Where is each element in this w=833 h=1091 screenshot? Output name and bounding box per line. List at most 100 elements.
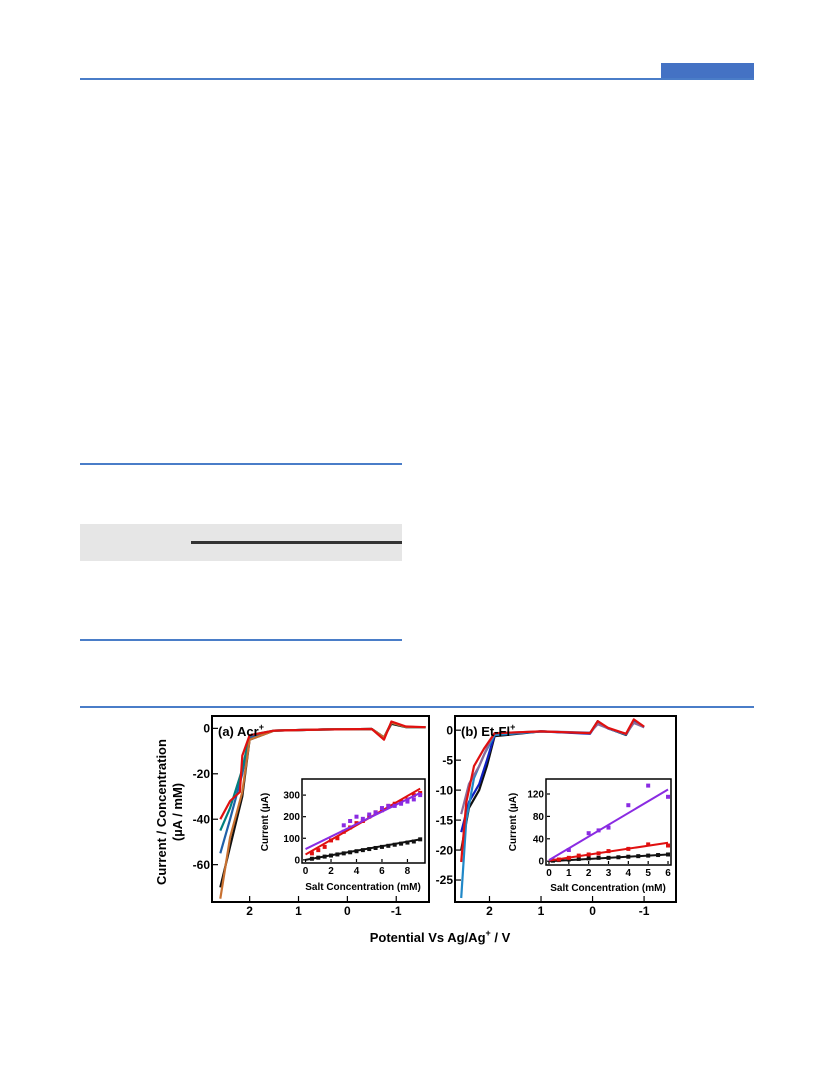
panel-b-inset-series-0-point [626,854,631,859]
panel-a-inset-series-2-point [411,797,416,802]
panel-a-inset-xtick-label: 6 [379,866,385,877]
panel-a-inset-series-1-point [341,829,346,834]
panel-b-inset-series-2-point [606,825,611,830]
panel-b-inset-series-1-point [596,851,601,856]
panel-a-inset-ytick-label: 200 [283,812,300,823]
panel-b-inset-series-1-point [556,857,561,862]
panel-a-inset-series-0-point [329,853,334,858]
panel-a-inset-xtick-label: 4 [354,866,360,877]
figure-xlabel-main: Potential Vs Ag/Ag [370,930,486,945]
panel-b-ytick-label: -5 [442,753,453,767]
panel-a-inset-series-0-point [379,844,384,849]
panel-b-inset-plot: 0 1 2 3 4 5 6 0 40 80 120 [527,783,671,879]
panel-a-inset-series-0-point [348,850,353,855]
panel-b-inset-series-1-point [626,846,631,851]
panel-a-inset-series-2-point [373,810,378,815]
panel-b-inset-series-2-point [666,794,671,799]
panel-a-inset-series-2-point [386,803,391,808]
panel-a-inset-series-1-point [316,848,321,853]
panel-a-label-sup: + [259,722,264,732]
figure-xlabel-sup: + [486,928,491,938]
panel-a-inset-ytick-label: 0 [294,855,300,866]
panel-a-inset-ylabel: Current (µA) [260,793,271,852]
panel-a-inset-series-1-point [309,851,314,856]
panel-b-inset-xtick-label: 4 [626,868,632,879]
panel-b-label-sup: + [510,722,515,732]
panel-a-inset-series-0-point [335,852,340,857]
panel-b-inset-series-1-point [666,843,671,848]
panel-a-xtick-label: -1 [391,904,402,918]
panel-a-inset-plot: 0 2 4 6 8 0 100 200 300 [283,787,423,877]
panel-a-inset-series-0-point [316,855,321,860]
table-inner-rule [191,541,402,544]
panel-a-inset-series-0-point [354,849,359,854]
panel-b-xtick-label: 1 [538,904,545,918]
panel-b-inset-series-0-point [586,856,591,861]
panel-a: 2 1 0 -1 0 -20 -40 -60 (a) Acr+ 0 2 4 6 8 0 100 200 300… [193,715,430,918]
panel-a-inset-series-2-point [341,823,346,828]
panel-a-inset-series-1-point [322,844,327,849]
panel-a-inset-series-0-point [322,854,327,859]
panel-b-inset-series-0-point [666,852,671,857]
panel-a-inset-series-2-point [392,803,397,808]
panel-a-label: (a) Acr+ [218,722,264,739]
panel-b-label-main: (b) Et-Fl [461,724,510,739]
panel-b-inset-xlabel: Salt Concentration (mM) [550,883,666,894]
panel-a-inset-series-1-point [335,836,340,841]
panel-b-inset-series-0-point [616,855,621,860]
panel-a-plot: 2 1 0 -1 0 -20 -40 -60 [193,720,426,918]
panel-a-ytick-label: -60 [193,858,211,872]
panel-b-inset-series-2-point [566,848,571,852]
panel-a-inset-series-2-point [418,793,423,798]
panel-a-inset-xtick-label: 2 [328,866,334,877]
panel-b-inset-ylabel: Current (µA) [508,793,519,852]
header-rule [80,78,754,80]
panel-b-inset-series-1-point [586,852,591,857]
panel-a-inset-series-1-point [329,838,334,843]
panel-b-ytick-label: -15 [436,813,454,827]
panel-a-inset-series-2-point [405,799,410,804]
panel-a-inset-series-0-point [411,839,416,844]
panel-a-inset-series-2-point [360,816,365,821]
panel-b-xtick-label: -1 [639,904,650,918]
figure-xlabel-tail: / V [491,930,511,945]
panel-a-inset-series-0-point [309,856,314,861]
panel-b-frame [454,715,677,903]
panel-b-inset-series-1-point [646,842,651,847]
panel-a-inset-series-2-point [354,814,359,819]
panel-b-inset-ytick-label: 40 [533,834,545,845]
panel-a-label-main: (a) Acr [218,724,259,739]
panel-a-inset-series-0-point [373,845,378,850]
figure-top-rule [80,706,754,708]
panel-a-inset-xtick-label: 0 [303,866,309,877]
panel-a-inset-series-2-point [399,801,404,806]
panel-a-ytick-label: -40 [193,812,211,826]
panel-b-plot: 2 1 0 -10-5-10-15-20-25 [436,718,650,918]
panel-a-inset-series-2-point [348,819,353,823]
panel-b-label: (b) Et-Fl+ [461,722,515,739]
panel-a-inset-series-1-point [367,814,372,819]
panel-a-inset-ytick-label: 300 [283,791,300,802]
panel-b-inset-series-2-point [596,828,601,833]
panel-b-inset-series-2-point [626,803,631,808]
panel-b-inset-series-1-point [606,849,611,854]
panel-a-inset-series-0-point [360,848,365,853]
panel-b-inset-series-0-point [596,855,601,860]
panel-b-inset-xtick-label: 6 [665,868,671,879]
panel-b-inset-series-0-point [576,856,581,861]
panel-a-xtick-label: 1 [295,904,302,918]
header-accent-tab [661,63,754,78]
panel-b-ytick-label: -20 [436,843,454,857]
panel-b-inset-series-0-point [656,853,661,858]
panel-a-inset-series-1-point [379,808,384,813]
panel-a-inset-series-0-point [418,837,423,842]
panel-a-inset-series-2-point [379,806,384,811]
panel-b: 2 1 0 -10-5-10-15-20-25 (b) Et-Fl+ 0 1 2 3 4 5 60… [436,715,677,918]
panel-a-inset-series-0-point [367,847,372,852]
panel-b-xtick-label: 0 [589,904,596,918]
panel-a-frame [211,715,430,903]
panel-a-inset-series-1-point [392,801,397,806]
panel-b-ytick-label: -25 [436,873,454,887]
panel-a-xtick-label: 0 [344,904,351,918]
panel-b-series-4-line [460,718,645,863]
